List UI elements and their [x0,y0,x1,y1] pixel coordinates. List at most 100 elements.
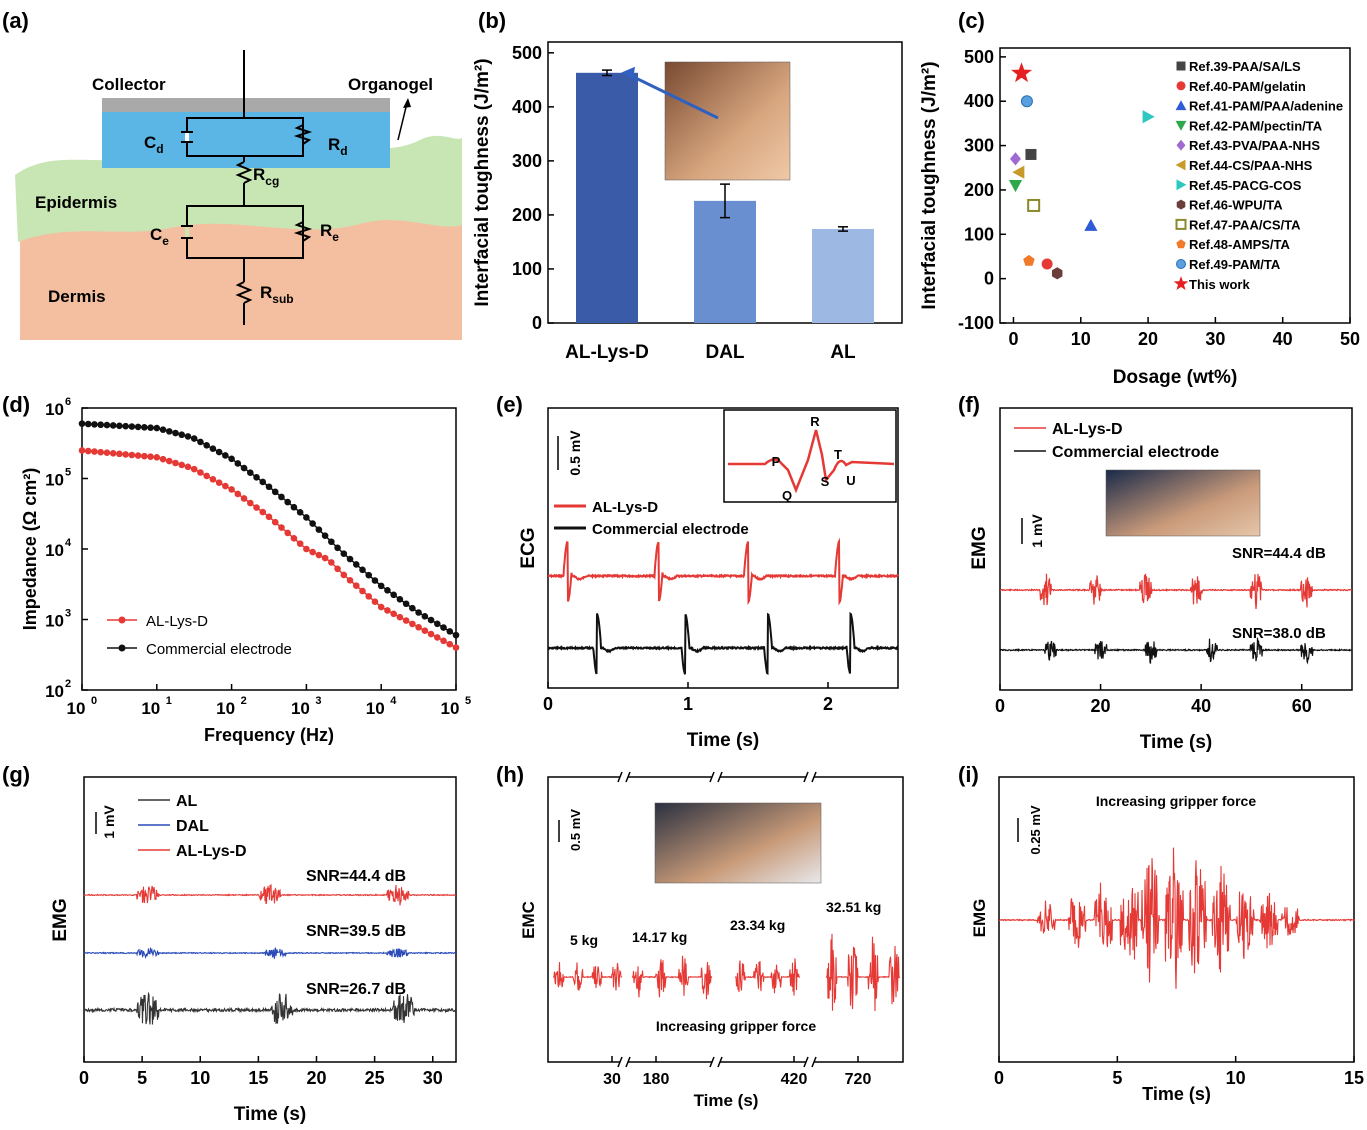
scale-bar-label: 1 mV [101,805,117,839]
cd-label: C [144,133,156,152]
legend-label: Ref.39-PAA/SA/LS [1189,59,1301,74]
impedance-point [328,559,335,566]
impedance-point [352,582,360,589]
panel-d-xtick-exp: 4 [390,695,397,707]
impedance-point [247,469,254,477]
impedance-point [415,609,422,616]
axis-break-gap [712,774,720,780]
panel-g-xtick-label: 20 [306,1068,326,1088]
panel-h-photo [654,802,822,884]
impedance-point [384,587,391,594]
panel-d-xtick-label: 10 [366,699,385,718]
impedance-point [452,631,460,639]
axis-break [709,771,715,783]
axis-break-gap [620,1059,628,1065]
impedance-point [78,447,86,454]
impedance-point [122,422,129,430]
axis-break-gap [620,774,628,780]
legend-label: AL-Lys-D [176,843,247,860]
impedance-point [209,445,217,453]
category-label: DAL [705,342,744,363]
impedance-point [97,448,104,456]
impedance-point [371,598,379,606]
impedance-point [296,540,304,547]
legend-marker [1175,120,1187,131]
impedance-point [147,453,154,461]
panel-c-xtick-label: 0 [1008,329,1018,349]
panel-c-letter: (c) [958,8,985,33]
data-point [1009,152,1021,166]
impedance-point [309,520,316,527]
panel-f-xlabel: Time (s) [1140,732,1213,753]
legend-marker [1176,139,1186,151]
rd-label: R [328,135,340,154]
impedance-point [365,571,373,579]
impedance-point [396,613,404,621]
impedance-point [284,529,292,537]
legend-marker [1175,100,1187,111]
impedance-point [390,610,397,618]
impedance-point [271,518,279,526]
impedance-point [165,428,173,435]
impedance-point [284,498,292,506]
impedance-point [153,453,161,461]
panel-g-xtick-label: 25 [365,1068,385,1088]
legend-marker [118,644,126,652]
legend-label: Commercial electrode [1052,444,1219,461]
impedance-point [396,595,404,603]
impedance-point [434,620,441,628]
scale-bar-label: 0.5 mV [568,809,583,851]
collector-layer [102,98,390,112]
panel-b-ytick-label: 500 [512,43,542,63]
data-point [1051,267,1063,280]
legend-label: AL-Lys-D [146,613,208,630]
bar-al [812,228,874,323]
ce-label: C [150,225,162,244]
impedance-point [172,429,179,437]
axis-break [625,771,631,783]
panel-g-emg-chart: 0 5 10 15 20 25 30 Time (s) EMG AL DAL AL-Lys-D SNR=… [50,776,457,1125]
panel-h-ylabel: EMC [519,901,538,939]
impedance-point [222,482,229,490]
emg-trace [999,573,1353,610]
scale-bar-label: 0.25 mV [1028,805,1043,854]
panel-a-schematic: (a) Collector Organogel Epidermis Dermis [2,8,462,340]
svg-text:Rd: Rd [328,135,348,158]
gripper-annotation: Increasing gripper force [1096,793,1256,809]
ecg-inset-label: R [810,414,820,429]
impedance-point [141,452,148,460]
impedance-point [377,603,385,611]
panel-h-xtick-label: 720 [845,1071,872,1088]
panel-f-plot-frame [999,407,1353,691]
panel-b-bar-chart: 0 100 200 300 400 500 AL-Lys-D DAL AL Interfacial… [472,41,903,363]
rcg-sub: cg [265,174,279,188]
impedance-point [278,524,285,531]
impedance-point [197,438,204,446]
legend-label: Ref.47-PAA/CS/TA [1189,217,1301,232]
emc-trace [825,933,901,1012]
axis-break-gap [806,1059,814,1065]
ecg-inset-waveform [728,429,895,494]
emg-trace [998,847,1355,989]
impedance-point [153,424,161,432]
panel-b-photo [664,61,791,181]
panel-f-emg-chart: 0 20 40 60 Time (s) EMG AL-Lys-D Commercial ele… [969,407,1353,753]
legend-label: AL [176,793,198,810]
impedance-point [352,561,360,568]
impedance-point [109,449,117,457]
panel-d-xtick-label: 10 [291,699,310,718]
snr-annotation: SNR=44.4 dB [306,868,406,885]
panel-f-letter: (f) [958,392,980,417]
panel-d-ytick-label: 10 [45,471,64,490]
scale-bar-label: 1 mV [1029,514,1045,548]
dermis-label: Dermis [48,287,106,306]
impedance-point [84,420,92,428]
impedance-point [215,479,223,486]
impedance-point [147,424,154,431]
svg-text:Re: Re [320,221,339,244]
impedance-point [253,504,260,511]
legend-marker [1175,218,1187,230]
legend-label: Ref.43-PVA/PAA-NHS [1189,138,1320,153]
scale-bar-label: 0.5 mV [567,430,583,476]
panel-c-ytick-label: 0 [984,269,994,289]
